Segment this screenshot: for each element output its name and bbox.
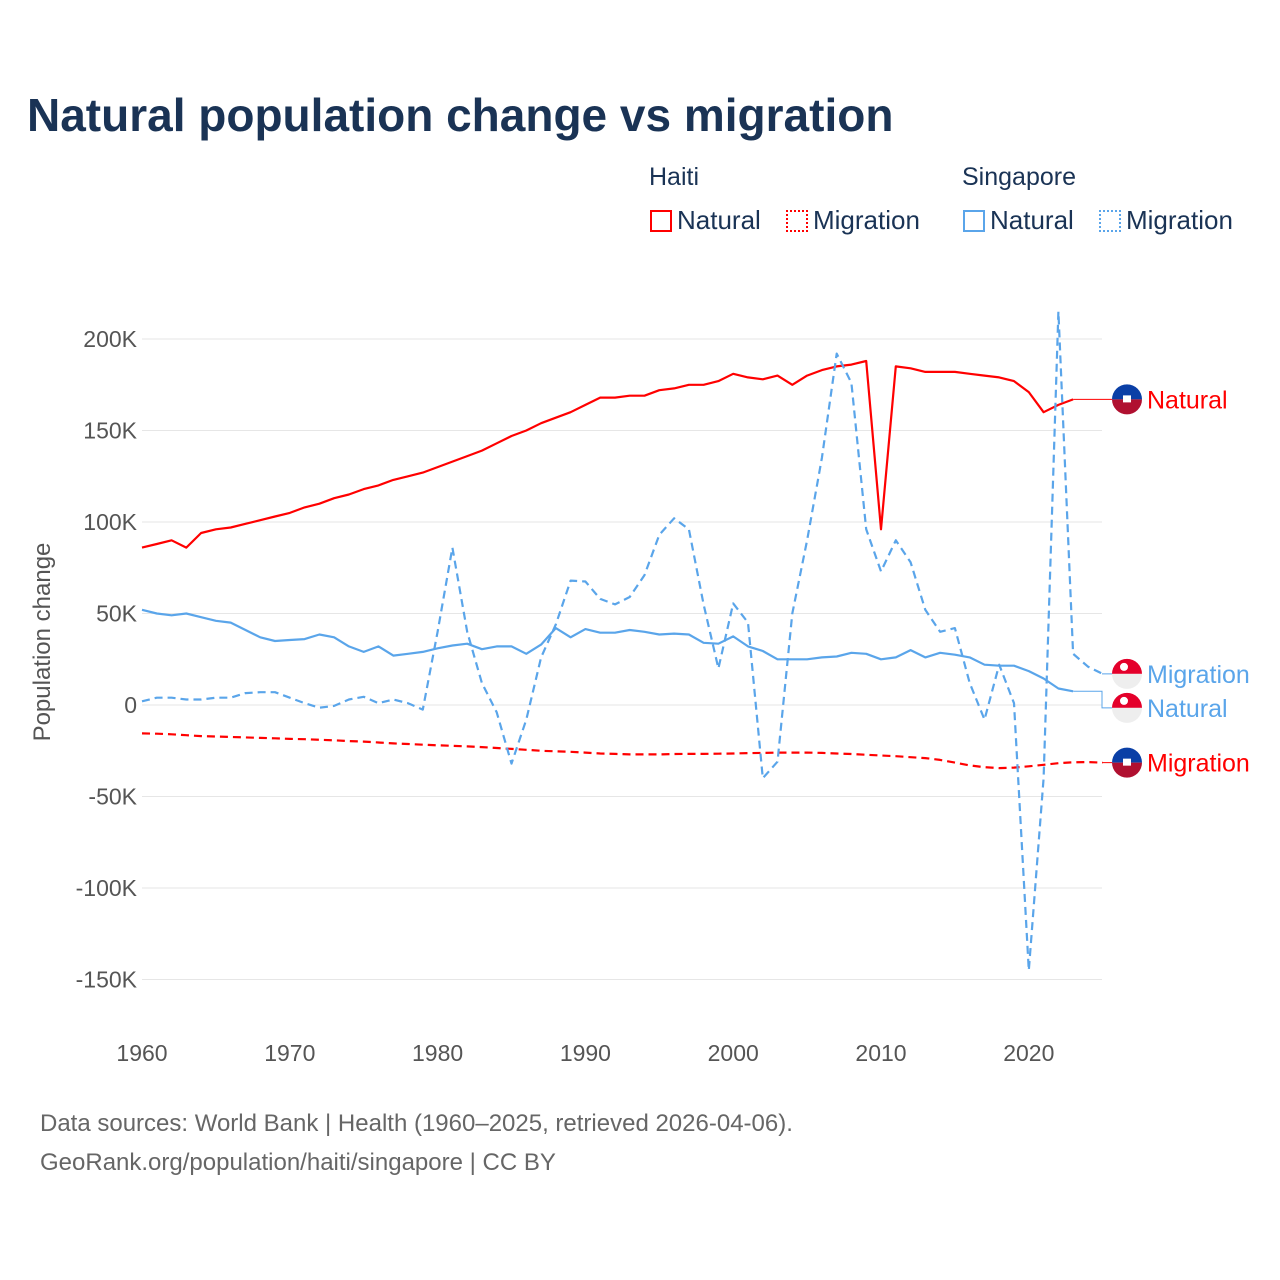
y-tick-label: -100K	[76, 875, 138, 901]
flag-half	[1112, 747, 1142, 763]
legend-group-singapore: Singapore	[962, 163, 1076, 191]
haiti-flag-icon	[1112, 384, 1142, 415]
series-line-haiti-natural	[141, 359, 1074, 549]
x-tick-label: 1980	[412, 1040, 463, 1066]
x-tick-label: 1970	[264, 1040, 315, 1066]
x-tick-label: 2010	[855, 1040, 906, 1066]
end-label: Natural	[1147, 386, 1228, 414]
series-line-singapore-migration	[141, 310, 1104, 972]
x-tick-label: 1990	[560, 1040, 611, 1066]
flag-half	[1112, 384, 1142, 400]
y-tick-label: -150K	[76, 967, 138, 993]
flag-crescent	[1120, 662, 1128, 671]
flag-emblem	[1123, 758, 1131, 766]
footer-link[interactable]: GeoRank.org/population/haiti/singapore |…	[40, 1149, 556, 1176]
legend-swatch-solid	[963, 209, 985, 232]
end-label: Natural	[1147, 695, 1228, 723]
legend-swatch-dotted	[786, 209, 808, 232]
y-tick-label: 0	[124, 692, 137, 718]
y-tick-label: -50K	[88, 784, 137, 810]
legend-singapore-natural[interactable]: Natural	[963, 205, 1074, 236]
y-tick-label: 50K	[96, 601, 138, 627]
legend-swatch-solid	[650, 209, 672, 232]
haiti-flag-icon	[1112, 747, 1142, 778]
flag-half	[1112, 762, 1142, 778]
legend-haiti-natural[interactable]: Natural	[650, 205, 761, 236]
x-tick-label: 2000	[708, 1040, 759, 1066]
legend-label: Migration	[813, 205, 920, 235]
legend-label: Natural	[677, 205, 761, 235]
singapore-flag-icon	[1112, 658, 1142, 689]
chart-title: Natural population change vs migration	[27, 89, 894, 141]
footer-sources: Data sources: World Bank | Health (1960–…	[40, 1110, 793, 1137]
y-tick-label: 150K	[83, 418, 137, 444]
flag-half	[1112, 707, 1142, 723]
label-connector	[1073, 690, 1112, 709]
x-tick-label: 2020	[1003, 1040, 1054, 1066]
y-tick-label: 100K	[83, 509, 137, 535]
flag-half	[1112, 673, 1142, 689]
legend-swatch-dotted	[1099, 209, 1121, 232]
legend-label: Natural	[990, 205, 1074, 235]
flag-half	[1112, 399, 1142, 415]
series-line-haiti-migration	[141, 732, 1103, 770]
x-tick-label: 1960	[116, 1040, 167, 1066]
y-axis-label: Population change	[29, 543, 56, 742]
y-tick-label: 200K	[83, 326, 137, 352]
legend-haiti-migration[interactable]: Migration	[786, 205, 920, 236]
singapore-flag-icon	[1112, 692, 1142, 723]
end-label: Migration	[1147, 750, 1250, 778]
flag-crescent	[1120, 696, 1128, 705]
series-line-singapore-natural	[141, 608, 1074, 693]
end-label: Migration	[1147, 661, 1250, 689]
legend-singapore-migration[interactable]: Migration	[1099, 205, 1233, 236]
legend-group-haiti: Haiti	[649, 163, 700, 191]
flag-emblem	[1123, 395, 1131, 403]
legend-label: Migration	[1126, 205, 1233, 235]
